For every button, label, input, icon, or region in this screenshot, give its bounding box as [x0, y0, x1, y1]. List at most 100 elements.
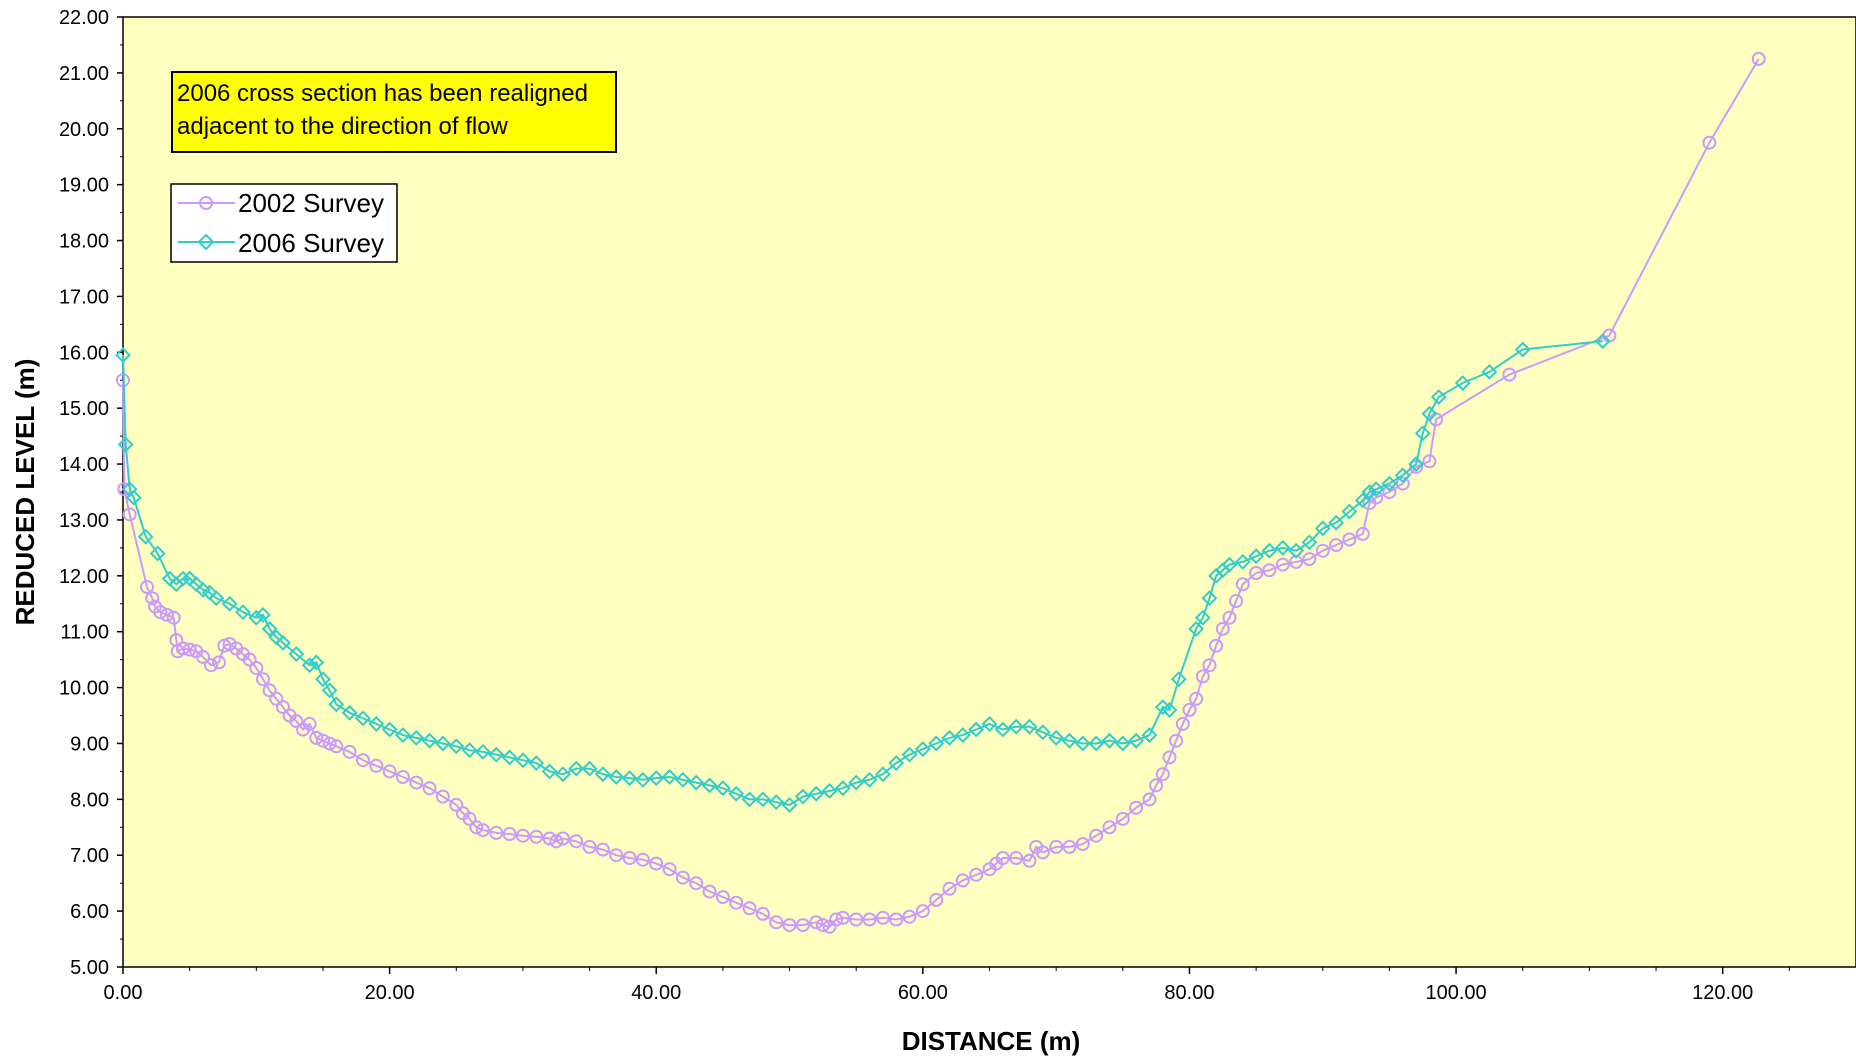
- data-point: [137, 528, 154, 545]
- data-point: [342, 744, 357, 759]
- data-point: [475, 743, 491, 760]
- data-point: [448, 738, 465, 755]
- data-point: [175, 570, 191, 587]
- data-point: [594, 766, 611, 783]
- data-point: [1102, 820, 1117, 835]
- data-point: [1229, 594, 1244, 608]
- y-tick-label: 7.00: [70, 845, 109, 867]
- data-point: [649, 856, 664, 871]
- data-point: [1009, 851, 1024, 865]
- data-point: [1188, 620, 1205, 637]
- x-tick-label: 120.00: [1692, 982, 1753, 1004]
- data-point: [621, 770, 638, 787]
- data-point: [1261, 542, 1278, 559]
- data-point: [795, 918, 810, 933]
- data-point: [634, 771, 651, 788]
- data-point: [329, 739, 344, 754]
- data-point: [315, 671, 331, 688]
- data-point: [1008, 718, 1025, 735]
- series-layer: [115, 51, 1766, 934]
- legend-label-2002: 2002 Survey: [238, 188, 384, 218]
- x-tick-label: 20.00: [365, 982, 415, 1004]
- y-tick-label: 11.00: [60, 622, 109, 644]
- data-point: [1182, 702, 1197, 717]
- data-point: [622, 851, 637, 865]
- data-point: [1129, 800, 1144, 815]
- data-point: [1115, 811, 1130, 826]
- data-point: [515, 828, 530, 843]
- data-point: [674, 771, 691, 788]
- data-point: [1189, 691, 1204, 706]
- data-point: [1149, 778, 1164, 793]
- data-point: [1162, 750, 1177, 765]
- data-point: [541, 763, 558, 780]
- y-tick-label: 8.00: [70, 789, 109, 811]
- data-point: [115, 347, 131, 364]
- data-point: [609, 848, 624, 863]
- data-point: [395, 727, 411, 744]
- data-point: [1315, 543, 1330, 558]
- data-point: [249, 661, 264, 675]
- x-axis: 0.00 20.00 40.00 60.00 80.00 100.00 120.00: [104, 967, 1790, 1004]
- x-tick-label: 80.00: [1164, 982, 1214, 1004]
- y-axis: 5.00 6.00 7.00 8.00 9.00 10.00 11.00 12.00 13.00…: [59, 7, 123, 979]
- data-point: [1202, 658, 1217, 673]
- data-point: [321, 682, 338, 699]
- annotation-text: 2006 cross section has been realigned ad…: [177, 80, 588, 140]
- data-point: [1354, 492, 1371, 509]
- data-point: [475, 823, 490, 838]
- data-point: [1382, 485, 1397, 499]
- data-point: [301, 657, 318, 674]
- data-point: [781, 797, 798, 813]
- data-point: [954, 727, 971, 744]
- data-point: [469, 820, 484, 835]
- data-point: [875, 910, 890, 925]
- y-tick-label: 17.00: [59, 286, 109, 308]
- data-point: [449, 797, 464, 812]
- y-tick-label: 10.00: [59, 678, 109, 700]
- data-point: [661, 769, 678, 785]
- data-point: [462, 811, 477, 826]
- data-point: [728, 785, 745, 802]
- y-axis-title: REDUCED LEVEL (m): [10, 359, 40, 626]
- y-tick-label: 9.00: [70, 733, 109, 755]
- data-point: [1454, 375, 1471, 391]
- data-point: [381, 721, 398, 738]
- data-point: [741, 791, 758, 808]
- data-point: [341, 704, 358, 721]
- data-point: [1048, 729, 1065, 746]
- data-point: [794, 788, 811, 805]
- data-point: [1361, 484, 1378, 500]
- data-point: [1248, 548, 1265, 565]
- data-point: [821, 783, 838, 799]
- data-point: [582, 839, 597, 854]
- data-point: [914, 741, 931, 757]
- data-point: [302, 716, 317, 731]
- data-point: [1141, 727, 1158, 744]
- data-point: [862, 912, 877, 927]
- data-point: [502, 827, 517, 841]
- data-point: [515, 752, 531, 769]
- data-point: [1262, 563, 1277, 578]
- data-point: [208, 590, 225, 607]
- data-point: [1751, 51, 1766, 66]
- data-point: [1222, 610, 1237, 625]
- data-point: [421, 732, 438, 749]
- data-point: [1381, 475, 1398, 492]
- data-point: [555, 831, 570, 846]
- data-point: [369, 758, 384, 773]
- data-point: [289, 714, 304, 729]
- legend-label-2006: 2006 Survey: [238, 228, 384, 258]
- data-point: [874, 766, 891, 783]
- data-point: [528, 755, 545, 771]
- y-tick-label: 5.00: [70, 957, 109, 979]
- data-point: [166, 610, 181, 625]
- data-point: [1502, 367, 1517, 382]
- legend-marker-2006: [197, 233, 215, 251]
- data-point: [928, 735, 945, 752]
- y-tick-label: 12.00: [59, 566, 109, 588]
- data-point: [1074, 735, 1091, 752]
- data-point: [248, 609, 265, 626]
- data-point: [968, 721, 985, 738]
- data-point: [1194, 609, 1211, 626]
